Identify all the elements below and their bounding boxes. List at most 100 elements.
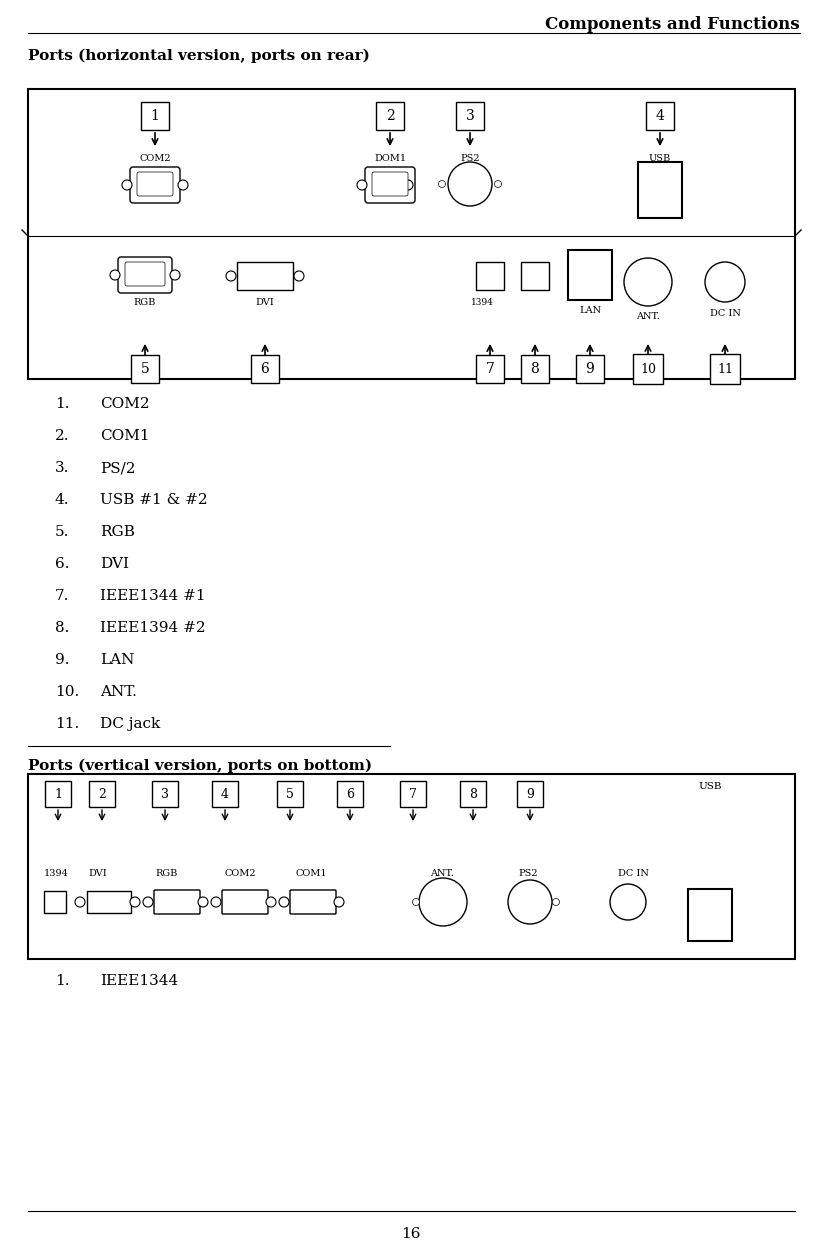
- Text: LAN: LAN: [579, 306, 601, 315]
- Bar: [44, 891, 66, 913]
- Bar: [646, 102, 674, 130]
- Bar: [87, 891, 131, 913]
- Bar: [517, 781, 543, 807]
- Text: 2: 2: [98, 788, 106, 801]
- Text: IEEE1344: IEEE1344: [100, 974, 179, 988]
- Text: 7: 7: [409, 788, 417, 801]
- Circle shape: [705, 262, 745, 302]
- Circle shape: [279, 897, 289, 907]
- Text: 16: 16: [402, 1227, 421, 1242]
- Bar: [237, 262, 293, 290]
- Text: ANT.: ANT.: [430, 869, 453, 878]
- FancyBboxPatch shape: [154, 891, 200, 914]
- Text: 8: 8: [469, 788, 477, 801]
- Text: 9: 9: [526, 788, 534, 801]
- Text: Ports (horizontal version, ports on rear): Ports (horizontal version, ports on rear…: [28, 49, 370, 64]
- Text: 2: 2: [386, 109, 394, 122]
- Text: 3: 3: [466, 109, 474, 122]
- Text: 1.: 1.: [55, 974, 69, 988]
- Text: COM2: COM2: [139, 154, 171, 164]
- Text: IEEE1394 #2: IEEE1394 #2: [100, 621, 206, 634]
- Circle shape: [75, 897, 85, 907]
- Text: COM1: COM1: [296, 869, 328, 878]
- Bar: [152, 781, 178, 807]
- Text: USB: USB: [698, 782, 722, 791]
- Text: PS2: PS2: [460, 154, 480, 164]
- Circle shape: [419, 878, 467, 926]
- Bar: [28, 89, 795, 378]
- Text: Components and Functions: Components and Functions: [546, 16, 800, 32]
- Bar: [568, 250, 612, 300]
- Bar: [400, 781, 426, 807]
- Text: ANT.: ANT.: [636, 312, 660, 321]
- FancyBboxPatch shape: [130, 167, 180, 204]
- Circle shape: [143, 897, 153, 907]
- Bar: [521, 355, 549, 383]
- Circle shape: [448, 162, 492, 206]
- Text: DVI: DVI: [88, 869, 107, 878]
- Bar: [337, 781, 363, 807]
- Text: 9.: 9.: [55, 653, 69, 667]
- Text: COM2: COM2: [225, 869, 257, 878]
- Circle shape: [130, 897, 140, 907]
- Circle shape: [178, 180, 188, 190]
- Circle shape: [334, 897, 344, 907]
- Circle shape: [508, 881, 552, 924]
- Text: PS/2: PS/2: [100, 461, 136, 475]
- Text: ANT.: ANT.: [100, 684, 137, 699]
- Circle shape: [198, 897, 208, 907]
- Text: 4: 4: [221, 788, 229, 801]
- Circle shape: [122, 180, 132, 190]
- FancyBboxPatch shape: [222, 891, 268, 914]
- Text: DVI: DVI: [256, 299, 274, 307]
- Text: RGB: RGB: [100, 525, 135, 540]
- Circle shape: [610, 884, 646, 921]
- Bar: [633, 353, 663, 383]
- Circle shape: [412, 898, 420, 906]
- FancyBboxPatch shape: [372, 172, 408, 196]
- Text: 6: 6: [346, 788, 354, 801]
- Text: IEEE1344 #1: IEEE1344 #1: [100, 590, 206, 603]
- FancyBboxPatch shape: [365, 167, 415, 204]
- Circle shape: [495, 181, 501, 187]
- Bar: [688, 889, 732, 940]
- Circle shape: [170, 270, 180, 280]
- Bar: [710, 353, 740, 383]
- Text: RGB: RGB: [155, 869, 178, 878]
- Text: 8.: 8.: [55, 621, 69, 634]
- Text: COM2: COM2: [100, 397, 150, 411]
- Text: 1: 1: [151, 109, 160, 122]
- Bar: [460, 781, 486, 807]
- FancyBboxPatch shape: [137, 172, 173, 196]
- Text: DVI: DVI: [100, 557, 129, 571]
- Text: 4: 4: [656, 109, 664, 122]
- Bar: [45, 781, 71, 807]
- Text: 3.: 3.: [55, 461, 69, 475]
- Text: DOM1: DOM1: [374, 154, 406, 164]
- FancyBboxPatch shape: [125, 262, 165, 286]
- Circle shape: [403, 180, 413, 190]
- Text: 1394: 1394: [44, 869, 69, 878]
- Bar: [456, 102, 484, 130]
- Bar: [521, 262, 549, 290]
- Text: 6: 6: [261, 362, 269, 376]
- Text: Ports (vertical version, ports on bottom): Ports (vertical version, ports on bottom…: [28, 759, 372, 773]
- Text: 3: 3: [161, 788, 169, 801]
- Bar: [638, 162, 682, 219]
- Bar: [576, 355, 604, 383]
- Circle shape: [211, 897, 221, 907]
- Circle shape: [266, 897, 276, 907]
- Text: 7: 7: [486, 362, 495, 376]
- Text: PS2: PS2: [518, 869, 537, 878]
- Text: DC jack: DC jack: [100, 717, 160, 731]
- Text: 1: 1: [54, 788, 62, 801]
- Circle shape: [226, 271, 236, 281]
- Text: 11.: 11.: [55, 717, 79, 731]
- Text: 7.: 7.: [55, 590, 69, 603]
- Bar: [376, 102, 404, 130]
- Text: COM1: COM1: [100, 428, 150, 443]
- Bar: [89, 781, 115, 807]
- Bar: [277, 781, 303, 807]
- Text: USB #1 & #2: USB #1 & #2: [100, 493, 207, 507]
- FancyBboxPatch shape: [290, 891, 336, 914]
